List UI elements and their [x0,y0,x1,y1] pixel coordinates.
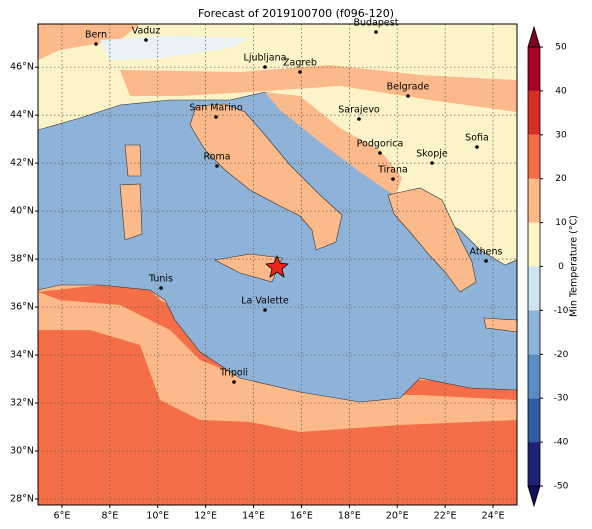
city-dot [374,30,378,34]
colorbar-segment [528,354,540,399]
city-dot [214,115,218,119]
colorbar-segment [528,178,540,223]
city-dot [357,117,361,121]
greece [387,187,477,293]
lat-tick-label: 34°N [10,350,34,361]
colorbar-tick-label: 0 [558,262,564,272]
city-label: Athens [470,247,503,258]
city-label: Budapest [354,18,399,29]
target-star [265,254,289,278]
corsica [124,144,142,177]
colorbar-segment [528,266,540,311]
city-label: Vaduz [132,26,161,37]
city-dot [263,308,267,312]
lon-tick-label: 16°E [290,511,313,522]
city-dot [475,145,479,149]
city-dot [484,259,488,263]
colorbar-tick-label: -30 [554,394,569,404]
lon-tick-label: 24°E [482,511,505,522]
lat-tick-label: 30°N [10,446,34,457]
colorbar-tick-label: 10 [555,218,567,228]
lat-tick-label: 28°N [10,494,34,505]
city-label: Skopje [416,149,448,160]
lat-tick-label: 42°N [10,158,34,169]
colorbar-label: Min Temperature (°C) [569,215,580,317]
city-label: Sofia [465,133,489,144]
map-frame [37,23,518,506]
graticule [38,24,517,505]
land-warm [120,65,517,112]
lat-tick-label: 38°N [10,254,34,265]
city-label: Tripoli [219,368,248,379]
colorbar-segment [528,47,540,91]
colorbar-segment [528,222,540,267]
colorbar-segment [528,90,540,135]
colorbar-segment [528,310,540,355]
city-dot [159,286,163,290]
city-label: Belgrade [387,82,430,93]
colorbar-tick-label: 40 [555,86,567,96]
lon-tick-label: 14°E [242,511,265,522]
colorbar-segment [528,442,540,486]
city-label: Sarajevo [338,105,380,116]
alps-cold [100,36,250,60]
colorbar-tick-label: 20 [555,174,567,184]
city-label: San Marino [189,103,242,114]
colorbar-segment [528,398,540,443]
lon-tick-label: 12°E [194,511,217,522]
city-dot [215,164,219,168]
title: Forecast of 2019100700 (f096-120) [198,7,394,20]
colorbar-under [527,485,541,508]
city-dot [263,65,267,69]
colorbar-tick-label: 30 [555,130,567,140]
city-dot [298,70,302,74]
lat-tick-label: 36°N [10,302,34,313]
city-label: Zagreb [283,58,317,69]
city-dot [232,380,236,384]
lat-tick-label: 40°N [10,206,34,217]
colorbar-tick-label: -40 [554,438,569,448]
city-dot [430,161,434,165]
city-label: Roma [203,152,230,163]
colorbar-tick-label: -10 [554,306,569,316]
lon-tick-label: 18°E [338,511,361,522]
crete [483,317,517,333]
colorbar-tick-label: -20 [554,350,569,360]
colorbar-segment [528,134,540,179]
city-label: Bern [85,30,107,41]
lat-tick-label: 46°N [10,62,34,73]
colorbar-tick-label: 50 [555,43,567,53]
city-label: Podgorica [357,139,404,150]
balkan-coast [265,92,402,196]
lon-tick-label: 8°E [101,511,118,522]
lon-tick-label: 6°E [54,511,71,522]
sardinia [119,183,143,241]
lon-tick-label: 10°E [146,511,169,522]
city-label: Tirana [377,165,408,176]
colorbar: -50 -40 -30 -20 -10 0 10 20 30 40 50 Min Temperatur… [527,25,580,508]
city-dot [94,42,98,46]
city-label: Ljubljana [244,53,287,64]
lat-tick-label: 44°N [10,110,34,121]
city-dot [391,177,395,181]
city-dot [406,94,410,98]
lon-tick-label: 22°E [434,511,457,522]
colorbar-over [527,25,541,48]
city-label: La Valette [241,296,289,307]
city-label: Tunis [148,274,173,285]
land-warm [38,24,140,60]
city-dot [378,151,382,155]
colorbar-tick-label: -50 [554,482,569,492]
lat-tick-label: 32°N [10,398,34,409]
lon-tick-label: 20°E [386,511,409,522]
coast-hot [38,285,517,400]
city-dot [144,38,148,42]
